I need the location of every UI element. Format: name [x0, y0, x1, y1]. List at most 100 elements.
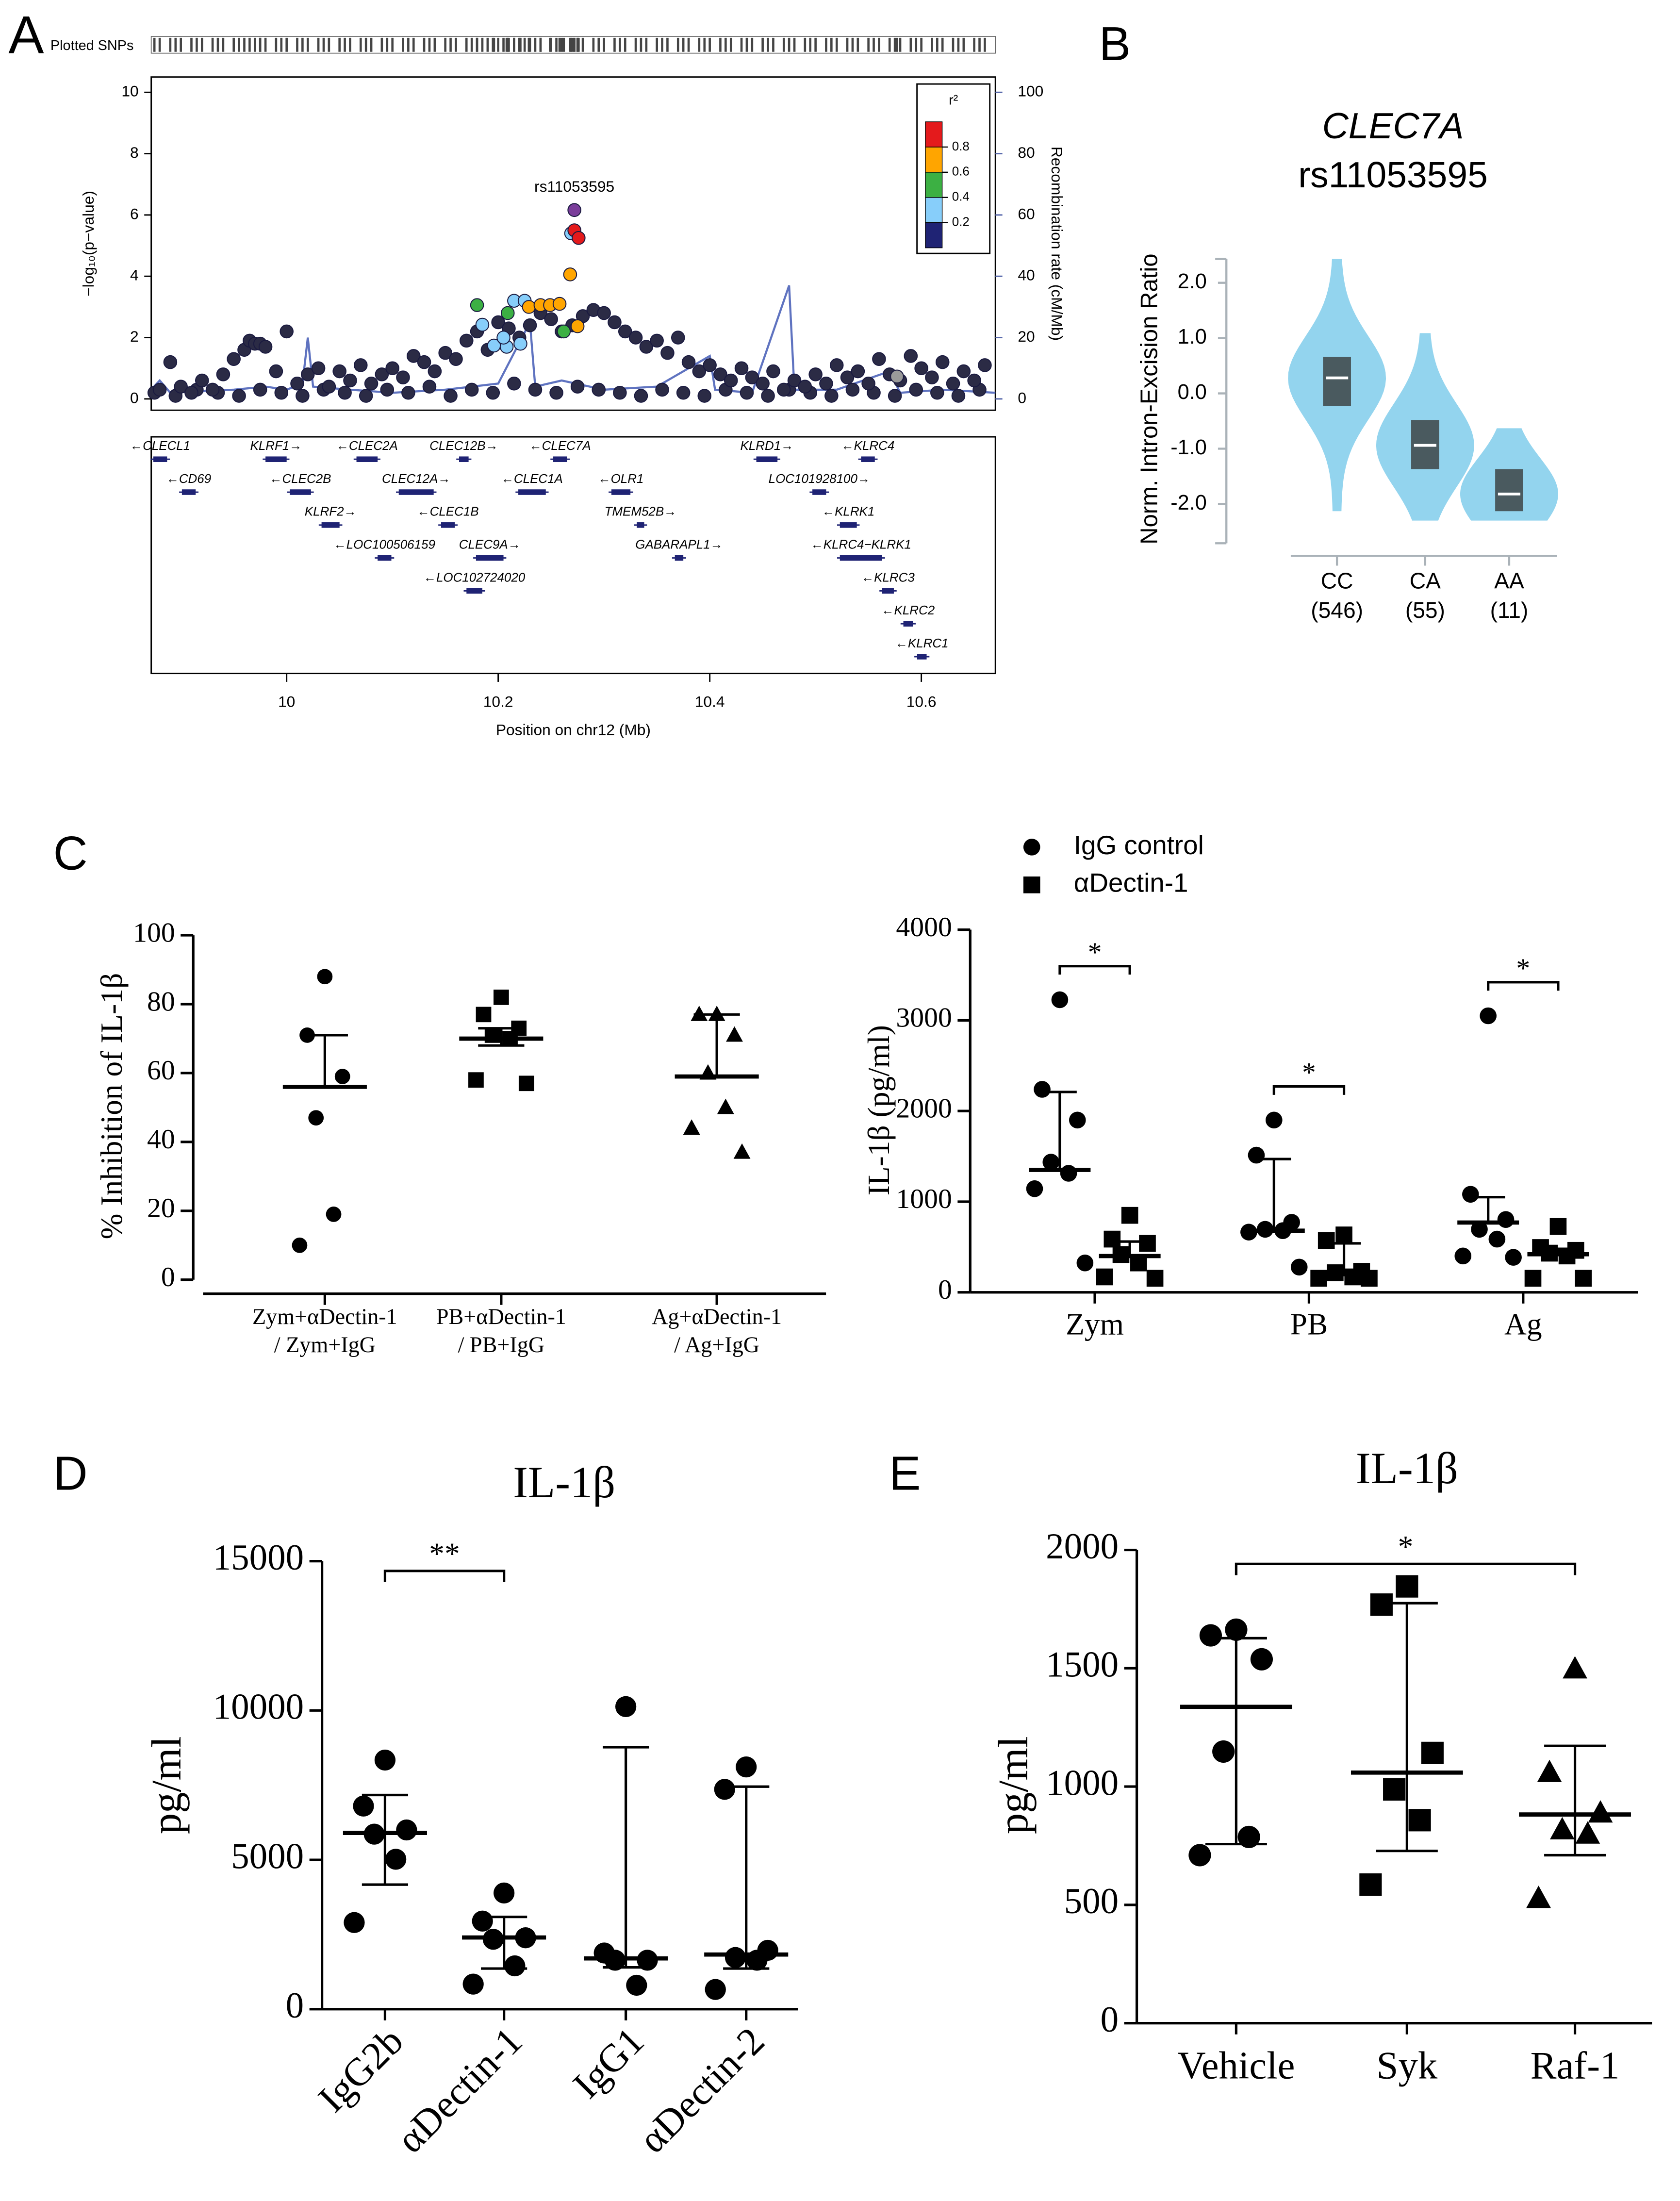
y-tick-label: -1.0 [1170, 436, 1207, 459]
x-tick-label: 10 [278, 693, 295, 711]
data-point [1480, 1007, 1497, 1025]
snp-point [978, 358, 992, 372]
snp-point [787, 373, 802, 388]
y-tick-label: 0 [130, 389, 139, 406]
snp-point [375, 367, 389, 381]
data-point [308, 1110, 324, 1126]
y-tick-label: 2000 [896, 1093, 952, 1124]
snp-point [428, 364, 442, 379]
data-point [615, 1696, 637, 1717]
gene-label: ←CLEC2B [270, 471, 331, 486]
gene-label: ←OLR1 [598, 471, 644, 486]
snp-point [274, 385, 289, 400]
y2-tick-label: 20 [1018, 328, 1035, 345]
data-point [1370, 1593, 1393, 1616]
x-tick-label: 10.4 [695, 693, 725, 711]
data-point [1139, 1235, 1156, 1252]
data-point [1497, 1211, 1515, 1228]
snp-point [174, 380, 188, 394]
snp-point [703, 358, 717, 372]
x-tick-label: Ag [1504, 1307, 1542, 1341]
snp-point [544, 312, 558, 326]
legend-tick-label: 0.6 [952, 164, 970, 179]
snp-point [163, 355, 178, 369]
data-point [1396, 1575, 1418, 1598]
data-point [1096, 1268, 1113, 1286]
snp-point [444, 389, 458, 403]
panel-letter: C [53, 826, 88, 879]
snp-point [634, 389, 648, 403]
violin-box [1495, 469, 1523, 512]
data-point [1505, 1249, 1522, 1266]
snp-point [232, 389, 246, 403]
snp-point [253, 382, 267, 397]
gene-label: CLEC12B→ [429, 438, 498, 453]
snp-point [486, 385, 500, 400]
y-tick-label: 80 [147, 986, 175, 1017]
snp-point [650, 333, 664, 348]
data-point [1335, 1226, 1352, 1243]
snp-point [639, 340, 654, 354]
gene-label: LOC101928100→ [769, 471, 870, 486]
snp-point [459, 333, 474, 348]
snp-point [608, 315, 622, 330]
data-point [1471, 1221, 1488, 1238]
data-point [1104, 1230, 1121, 1248]
snp-point [380, 382, 395, 397]
x-tick-label: CA [1410, 568, 1441, 593]
snp-point [845, 382, 860, 397]
snp-point [925, 370, 939, 384]
snp-point [322, 380, 336, 394]
snp-point [227, 352, 241, 366]
data-point [1188, 1844, 1211, 1867]
gene-label: ←CD69 [166, 471, 211, 486]
y-axis-label: −log₁₀(p−value) [80, 191, 97, 297]
snp-point [549, 385, 563, 400]
snp-point [890, 369, 904, 384]
y-axis-label: IL-1β (pg/ml) [861, 1025, 896, 1195]
data-point [1076, 1254, 1094, 1272]
snp-point [824, 389, 839, 403]
x-tick-label: AA [1494, 568, 1524, 593]
snp-point [280, 324, 294, 339]
snp-point [692, 364, 707, 379]
data-point [1408, 1809, 1431, 1832]
x-tick-label: Zym+αDectin-1 [252, 1304, 397, 1329]
snp-point [713, 367, 727, 381]
chart-title: IL-1β [513, 1457, 615, 1507]
x-tick-label: IgG2b [310, 2019, 412, 2120]
y-tick-label: 6 [130, 205, 139, 222]
data-point [472, 1910, 493, 1932]
data-point [326, 1207, 342, 1222]
snp-point [152, 382, 167, 397]
data-point [1042, 1154, 1060, 1171]
snp-point [500, 306, 515, 320]
data-point [726, 1026, 743, 1042]
snp-point [552, 297, 567, 311]
data-point [1344, 1268, 1362, 1286]
y2-tick-label: 0 [1018, 389, 1026, 406]
x-tick-label: / Ag+IgG [674, 1332, 759, 1357]
snp-point [861, 377, 875, 391]
snp-point [396, 370, 410, 384]
x-tick-label: αDectin-2 [631, 2019, 773, 2161]
data-point [626, 1974, 647, 1996]
snp-point [724, 373, 738, 388]
snp-point [464, 382, 479, 397]
data-point [493, 989, 509, 1005]
data-point [1199, 1624, 1222, 1647]
y-tick-label: 0 [938, 1274, 952, 1305]
snp-point [618, 324, 632, 339]
snp-point [195, 373, 209, 388]
snp-point [513, 336, 527, 351]
snp-point [597, 306, 611, 320]
legend-marker [1023, 839, 1040, 856]
data-point [1383, 1778, 1406, 1801]
y-tick-label: 2.0 [1178, 270, 1207, 293]
snp-point [296, 389, 310, 403]
x-tick-label: / Zym+IgG [274, 1332, 376, 1357]
y-tick-label: 1.0 [1178, 325, 1207, 348]
snp-point [269, 364, 283, 379]
snp-point [353, 358, 368, 372]
